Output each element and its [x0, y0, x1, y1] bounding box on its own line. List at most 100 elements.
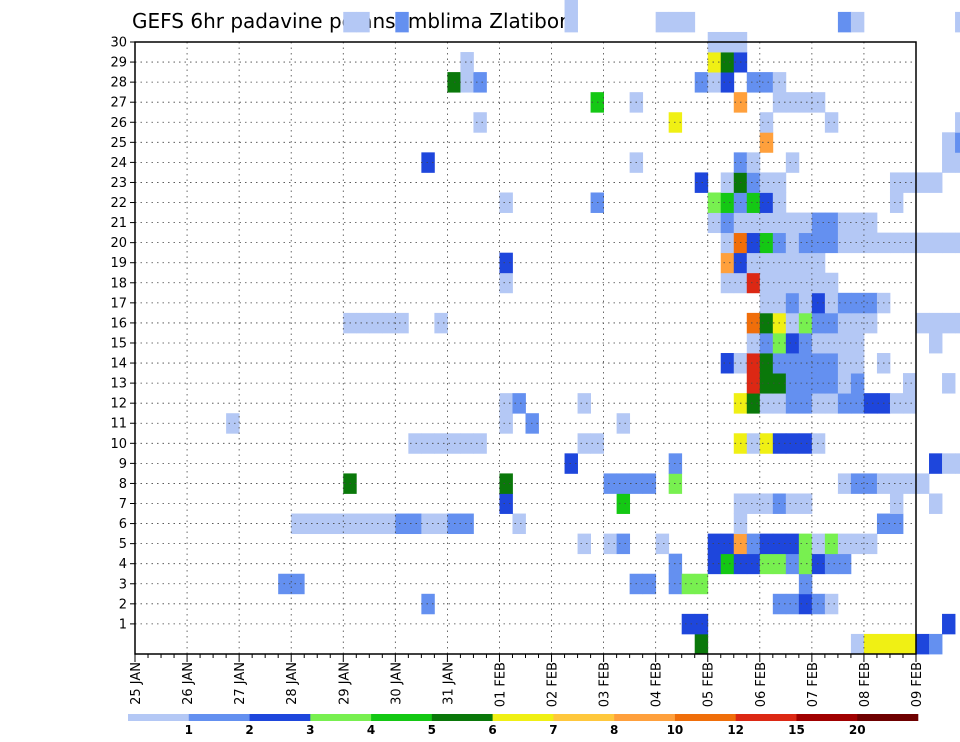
heatmap-cell [499, 393, 513, 414]
heatmap-cell [955, 132, 960, 153]
y-tick-label: 24 [110, 156, 127, 171]
heatmap-cell [642, 573, 657, 595]
y-tick-label: 5 [119, 537, 127, 552]
heatmap-cell [473, 433, 487, 454]
plot-frame [134, 41, 917, 655]
heatmap-cell [876, 633, 891, 655]
heatmap-cell [720, 192, 735, 213]
y-tick-label: 26 [110, 116, 127, 131]
heatmap-cell [759, 132, 774, 153]
heatmap-cell [473, 112, 487, 133]
heatmap-cell [707, 52, 722, 73]
heatmap-cell [785, 593, 800, 615]
heatmap-cell [759, 533, 774, 555]
heatmap-cell [759, 373, 774, 394]
heatmap-cell [798, 212, 813, 234]
heatmap-cell [577, 533, 591, 555]
heatmap-cell [330, 513, 344, 535]
y-tick-label: 23 [110, 176, 127, 191]
y-tick-label: 22 [110, 196, 127, 211]
heatmap-cell [785, 332, 800, 354]
heatmap-cell [798, 433, 813, 454]
heatmap-cell [746, 172, 761, 193]
heatmap-cell [811, 212, 826, 234]
colorbar-swatch [735, 714, 797, 721]
heatmap-cell [720, 72, 735, 93]
y-tick-label: 25 [110, 136, 127, 151]
heatmap-cell [616, 473, 631, 494]
colorbar-swatch [310, 714, 372, 721]
x-tick-label: 08 FEB [858, 662, 873, 707]
y-tick-label: 15 [110, 336, 127, 351]
x-tick-label: 28 JAN [285, 662, 300, 705]
heatmap-cell [837, 11, 852, 33]
y-tick-label: 18 [110, 276, 127, 291]
heatmap-cell [746, 332, 761, 354]
heatmap-cell [720, 553, 735, 575]
heatmap-cell [863, 473, 878, 494]
heatmap-cell [759, 312, 774, 334]
y-tick-label: 4 [119, 557, 127, 572]
heatmap-cell [577, 393, 591, 414]
colorbar-label: 10 [667, 723, 684, 737]
heatmap-cell [824, 393, 839, 414]
colorbar-label: 5 [428, 723, 436, 737]
y-tick-label: 6 [119, 517, 127, 532]
heatmap-cell [824, 593, 839, 615]
colorbar-label: 12 [727, 723, 744, 737]
x-tick-label: 09 FEB [910, 662, 925, 707]
heatmap-cell [785, 212, 800, 234]
heatmap-cell [746, 192, 761, 213]
heatmap-cell [824, 112, 839, 133]
heatmap-cell [785, 272, 800, 294]
colorbar-legend: 1 2 3 4 5 6 7 8 10 12 15 20 [128, 714, 919, 737]
heatmap-cell [942, 373, 956, 394]
colorbar-swatch [128, 714, 190, 721]
heatmap-cell [811, 272, 826, 294]
heatmap-cell [798, 292, 813, 314]
heatmap-cell [291, 513, 305, 535]
heatmap-cell [863, 312, 878, 334]
heatmap-cell [356, 312, 370, 334]
heatmap-cell [785, 92, 800, 113]
heatmap-cell [746, 433, 761, 454]
colorbar-label: 1 [185, 723, 193, 737]
heatmap-cell [707, 533, 722, 555]
heatmap-cell [916, 473, 930, 494]
heatmap-cell [798, 272, 813, 294]
heatmap-cell [798, 312, 813, 334]
y-tick-label: 30 [110, 36, 127, 51]
x-tick-label: 29 JAN [337, 662, 352, 705]
y-tick-label: 17 [110, 296, 127, 311]
x-tick-label: 03 FEB [598, 662, 613, 707]
heatmap-cell [512, 513, 526, 535]
y-tick-label: 9 [119, 457, 127, 472]
heatmap-cell [746, 272, 761, 294]
heatmap-cell [694, 573, 709, 595]
heatmap-cell [785, 152, 800, 173]
heatmap-cell [889, 232, 904, 254]
heatmap-cell [746, 232, 761, 254]
heatmap-cell [434, 433, 448, 454]
heatmap-cell [798, 593, 813, 615]
heatmap-cell [603, 473, 618, 494]
heatmap-cell [694, 633, 709, 655]
heatmap-cell [759, 493, 774, 514]
x-tick-label: 07 FEB [806, 662, 821, 707]
colorbar-swatch [796, 714, 858, 721]
heatmap-cell [564, 0, 578, 13]
heatmap-cell [798, 493, 813, 514]
heatmap-cell [798, 373, 813, 394]
heatmap-cell [889, 192, 904, 213]
heatmap-cell [707, 72, 722, 93]
heatmap-cell [929, 633, 943, 655]
x-tick-label: 04 FEB [650, 662, 665, 707]
heatmap-cell [356, 11, 370, 33]
heatmap-cell [434, 312, 448, 334]
heatmap-cell [759, 272, 774, 294]
heatmap-cell [460, 433, 474, 454]
heatmap-cell [785, 433, 800, 454]
heatmap-cell [811, 393, 826, 414]
colorbar-label: 20 [849, 723, 866, 737]
